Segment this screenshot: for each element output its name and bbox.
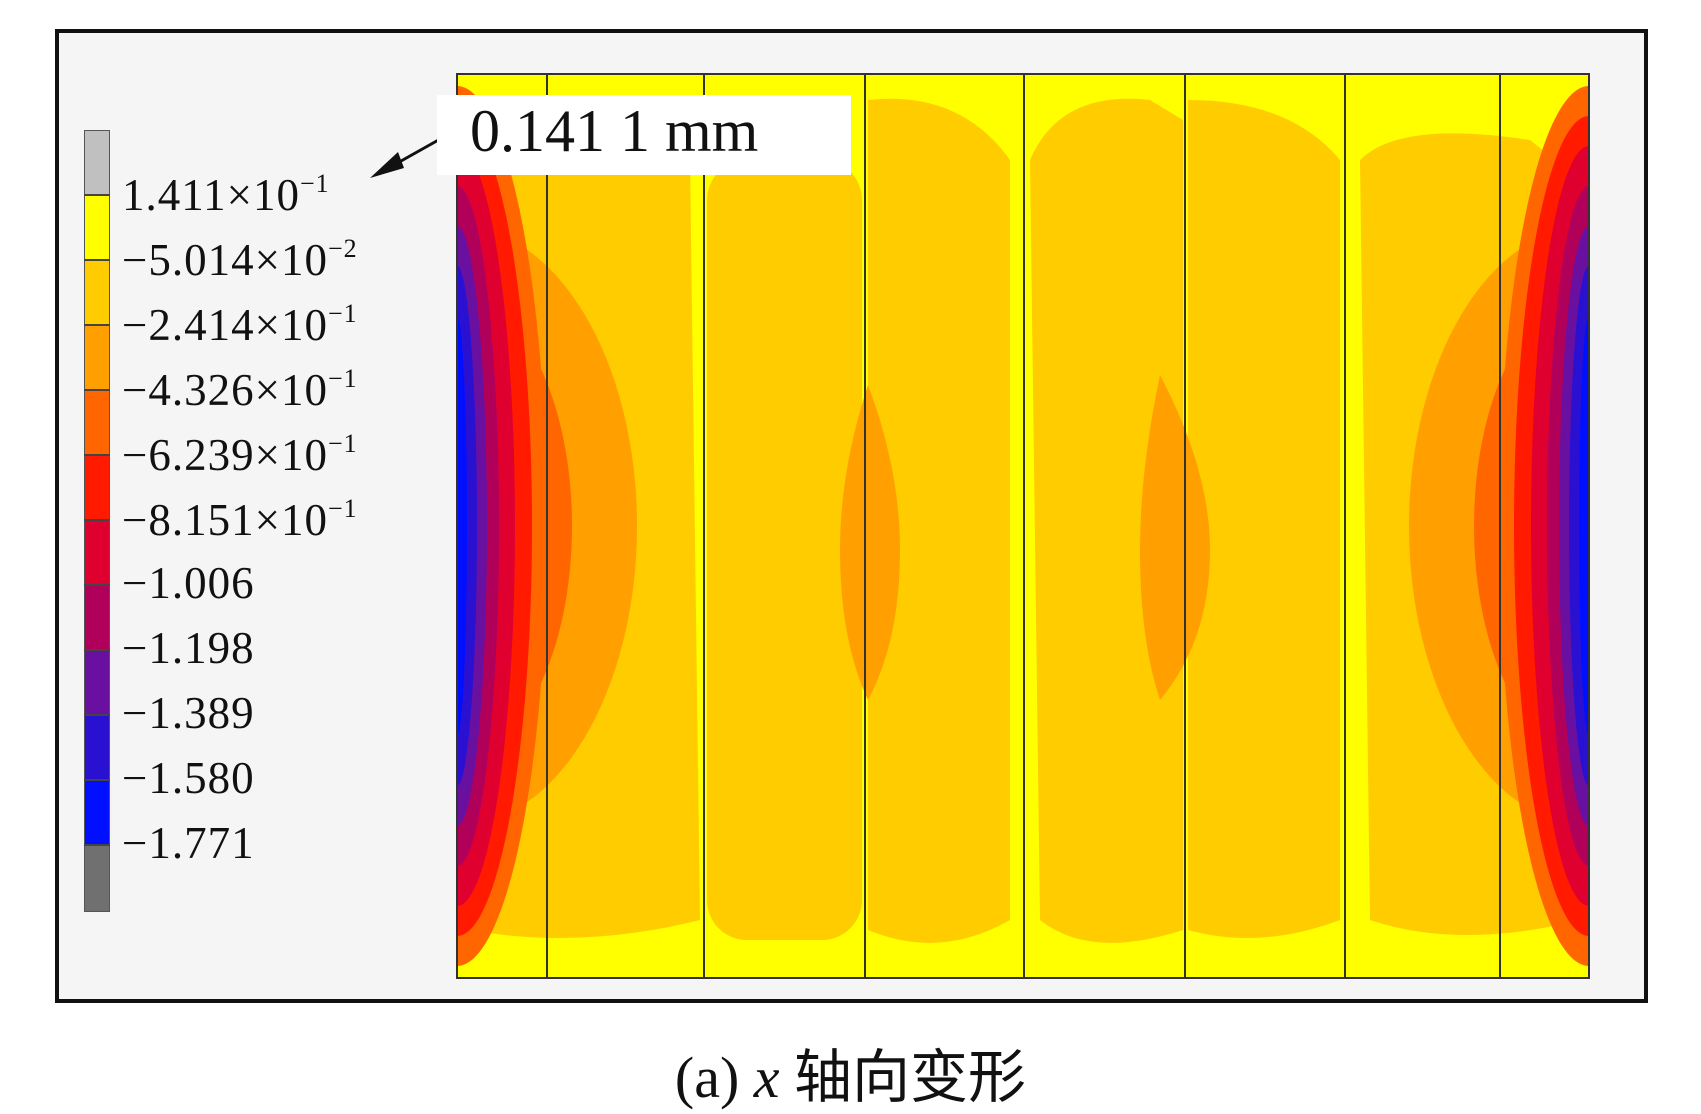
legend-label: 1.411×10−1 bbox=[122, 171, 330, 218]
contour-region bbox=[1188, 100, 1340, 938]
legend-swatch bbox=[85, 131, 109, 196]
legend-label: −1.580 bbox=[122, 756, 255, 801]
legend-tick bbox=[84, 844, 110, 846]
legend-label: −1.198 bbox=[122, 626, 255, 671]
legend-swatch bbox=[85, 521, 109, 586]
legend-swatch bbox=[85, 846, 109, 911]
legend-label-value: −2.414×10 bbox=[122, 300, 329, 350]
legend-swatch bbox=[85, 326, 109, 391]
max-deformation-callout: 0.141 1 mm bbox=[470, 98, 759, 164]
contour-region bbox=[1579, 316, 1589, 736]
legend-swatch bbox=[85, 781, 109, 846]
legend-label-exponent: −1 bbox=[328, 299, 358, 328]
contour-region bbox=[1030, 98, 1183, 943]
legend-label-exponent: −1 bbox=[328, 429, 358, 458]
legend-tick bbox=[84, 259, 110, 261]
strip-dividers bbox=[546, 74, 1501, 978]
legend-label-exponent: −1 bbox=[328, 364, 358, 393]
contour-region bbox=[1140, 375, 1210, 700]
legend-swatch bbox=[85, 586, 109, 651]
legend-tick bbox=[84, 519, 110, 521]
legend-label-value: −1.198 bbox=[122, 623, 255, 673]
legend-swatch bbox=[85, 651, 109, 716]
legend-tick bbox=[84, 324, 110, 326]
legend-tick bbox=[84, 454, 110, 456]
legend-label: −1.389 bbox=[122, 691, 255, 736]
legend-tick bbox=[84, 584, 110, 586]
legend-tick bbox=[84, 779, 110, 781]
caption-text: 轴向变形 bbox=[794, 1045, 1027, 1110]
legend-label: −2.414×10−1 bbox=[122, 301, 358, 348]
legend-tick bbox=[84, 194, 110, 196]
contour-region bbox=[457, 316, 467, 736]
legend-swatch bbox=[85, 716, 109, 781]
legend-label: −8.151×10−1 bbox=[122, 496, 358, 543]
legend-label-value: −1.006 bbox=[122, 558, 255, 608]
legend-label-value: −6.239×10 bbox=[122, 430, 329, 480]
caption-axis-letter: x bbox=[753, 1045, 780, 1110]
legend-label-value: −8.151×10 bbox=[122, 495, 329, 545]
legend-label-value: −1.580 bbox=[122, 753, 255, 803]
legend-label-value: −5.014×10 bbox=[122, 235, 329, 285]
legend-label-exponent: −2 bbox=[328, 234, 358, 263]
contour-region bbox=[868, 98, 1010, 943]
legend-label: −1.006 bbox=[122, 561, 255, 606]
callout-box bbox=[437, 95, 851, 175]
legend-label-value: −1.771 bbox=[122, 818, 255, 868]
contour-region bbox=[707, 160, 862, 940]
caption-prefix: (a) bbox=[674, 1045, 740, 1110]
legend-label-exponent: −1 bbox=[299, 169, 330, 198]
legend-label: −5.014×10−2 bbox=[122, 236, 358, 283]
legend-label-exponent: −1 bbox=[328, 494, 358, 523]
legend-label: −6.239×10−1 bbox=[122, 431, 358, 478]
legend-label-value: −1.389 bbox=[122, 688, 255, 738]
legend-swatch bbox=[85, 391, 109, 456]
legend-swatch bbox=[85, 196, 109, 261]
legend-label-value: 1.411×10 bbox=[122, 170, 300, 220]
legend-label-value: −4.326×10 bbox=[122, 365, 329, 415]
legend-tick bbox=[84, 714, 110, 716]
legend-tick bbox=[84, 389, 110, 391]
color-legend-bar bbox=[84, 130, 110, 912]
legend-label: −4.326×10−1 bbox=[122, 366, 358, 413]
legend-swatch bbox=[85, 261, 109, 326]
legend-label: −1.771 bbox=[122, 821, 255, 866]
callout-arrow bbox=[370, 136, 443, 178]
legend-tick bbox=[84, 649, 110, 651]
contour-region bbox=[840, 385, 900, 700]
legend-swatch bbox=[85, 456, 109, 521]
figure-caption: (a) x 轴向变形 bbox=[0, 1030, 1701, 1114]
